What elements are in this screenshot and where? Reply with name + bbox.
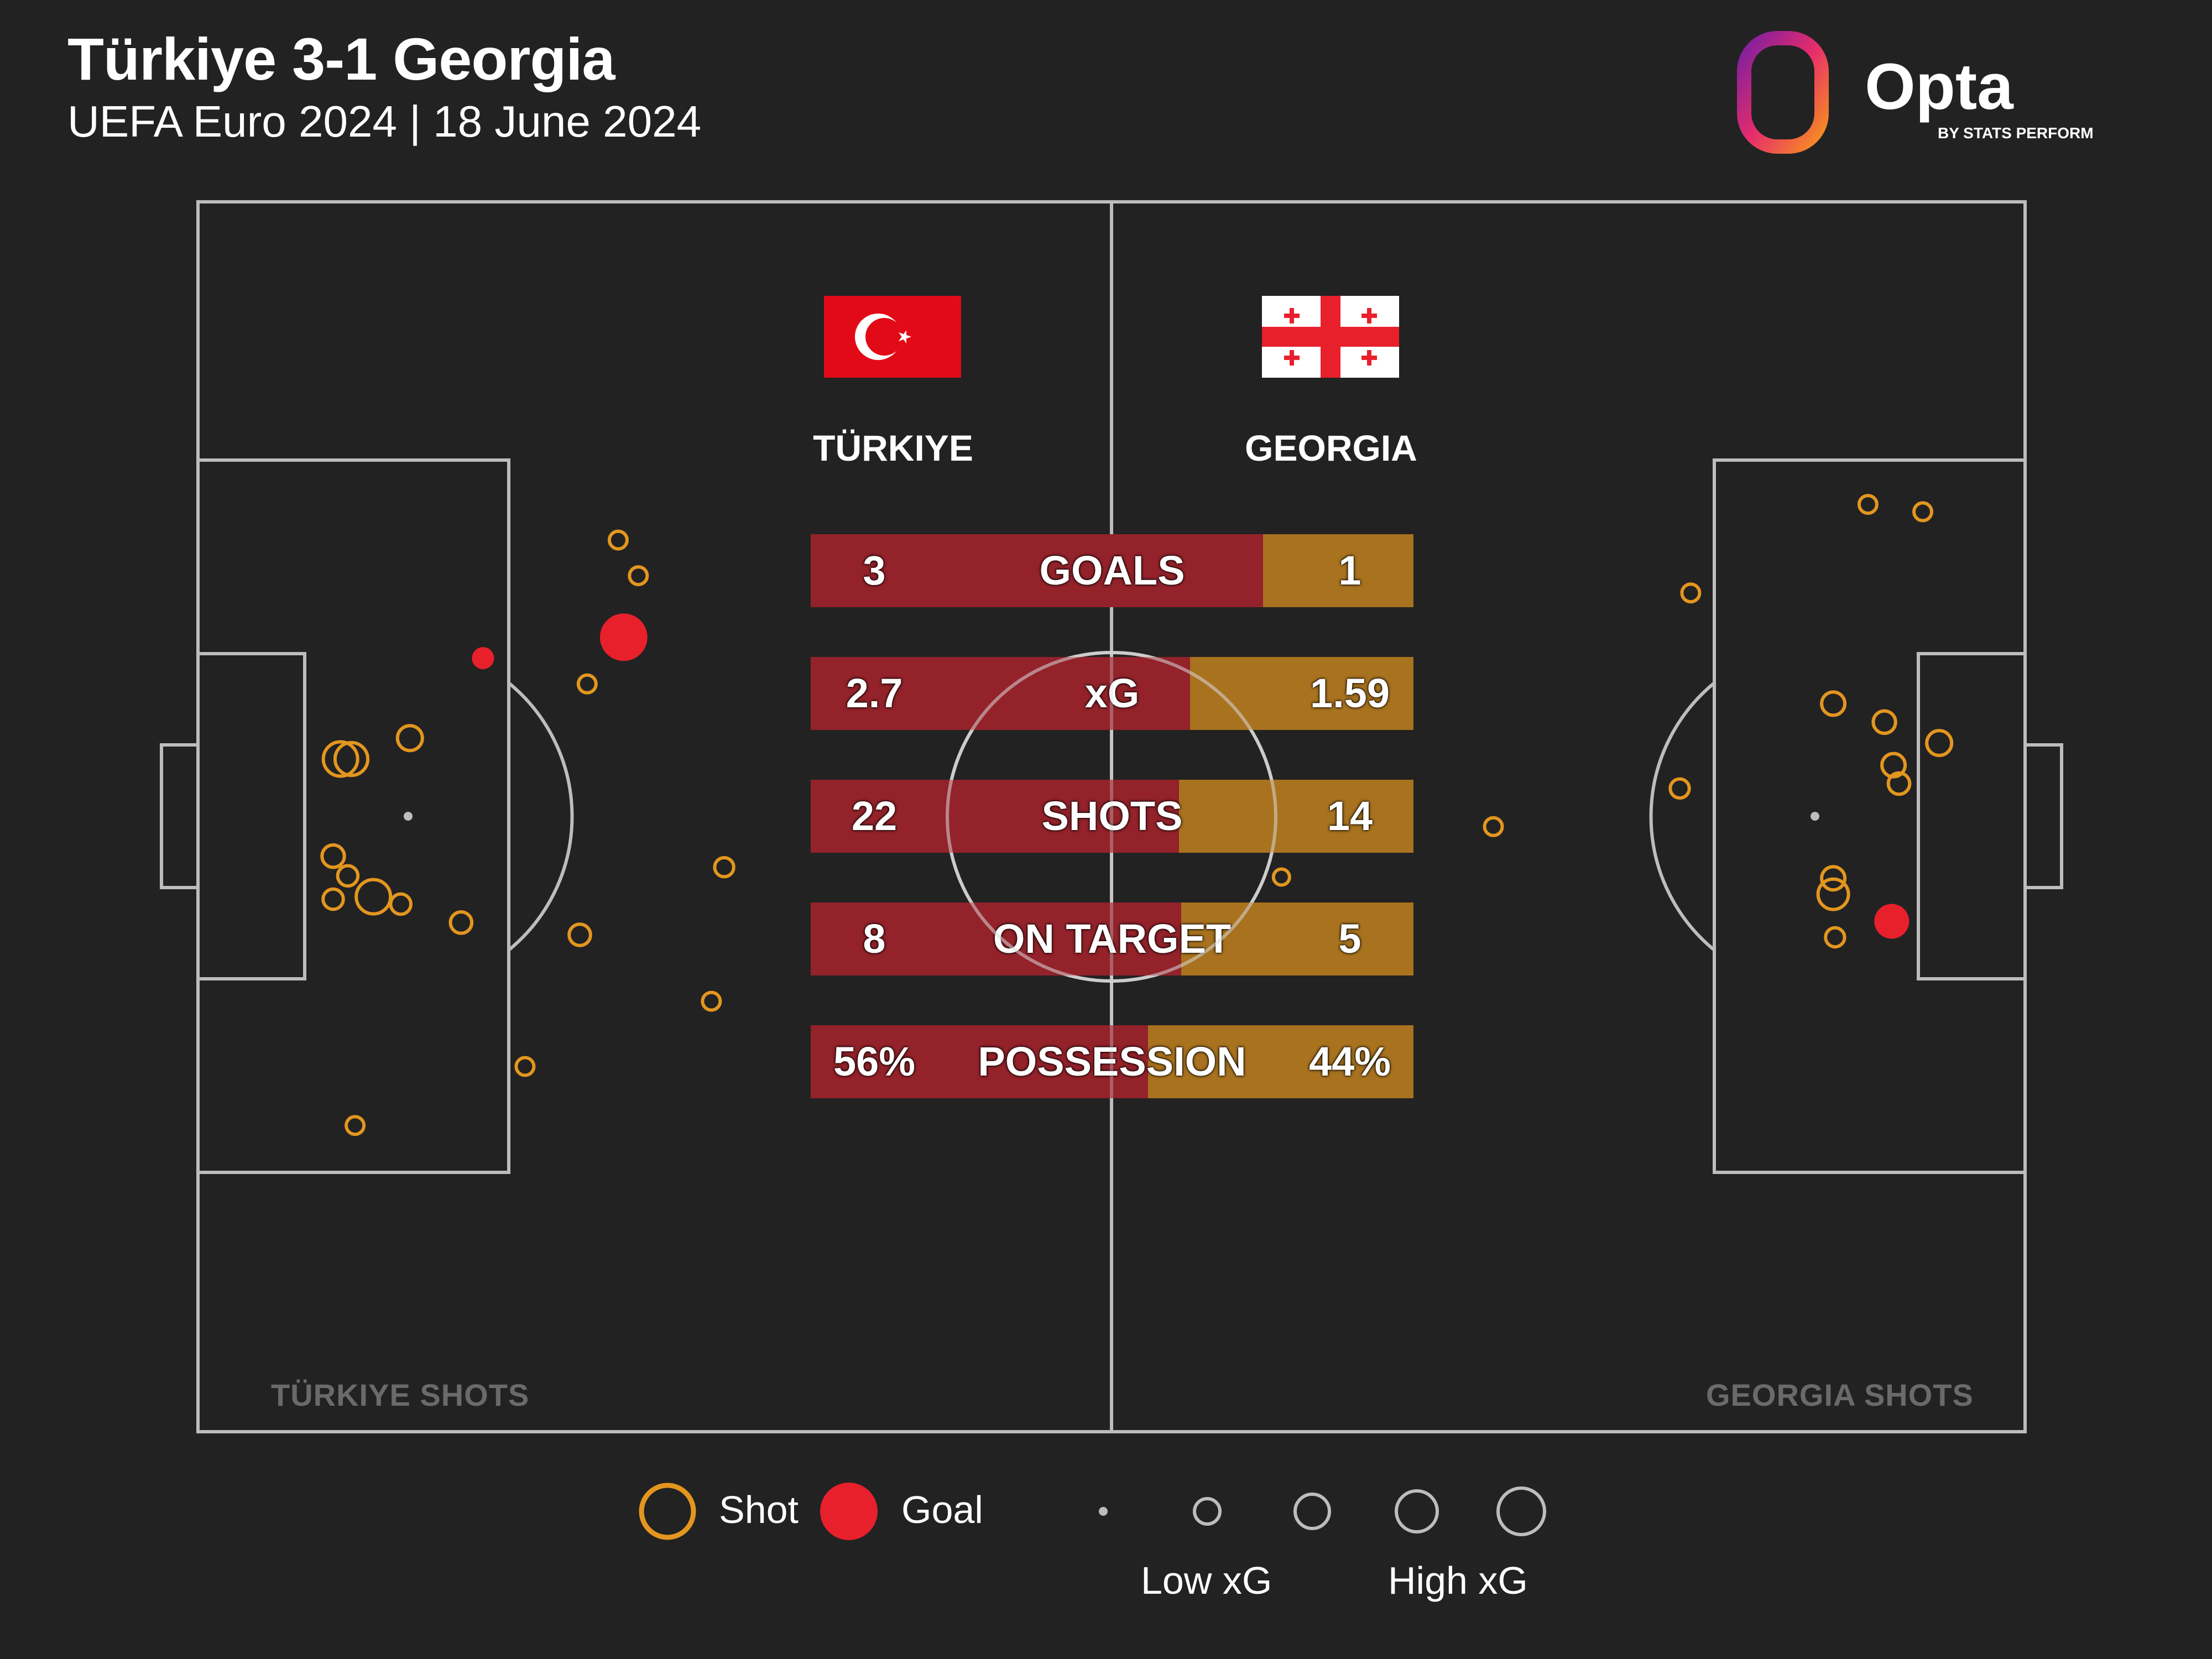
opta-tagline: BY STATS PERFORM — [1938, 124, 2094, 142]
legend-size-1-icon — [1099, 1507, 1108, 1516]
away-shot-marker — [1871, 709, 1897, 735]
home-shot-marker — [701, 990, 722, 1012]
away-team-name: GEORGIA — [1245, 427, 1417, 468]
stat-label: SHOTS — [1041, 793, 1183, 839]
stat-label: xG — [1084, 670, 1140, 716]
away-value: 44% — [1308, 1039, 1391, 1084]
away-shot-marker — [1925, 729, 1954, 758]
away-shot-marker — [1912, 501, 1933, 523]
stat-row-shots: 22 SHOTS 14 — [811, 780, 1413, 853]
away-shot-marker — [1820, 690, 1847, 717]
home-team-name: TÜRKIYE — [813, 427, 973, 468]
home-shot-marker — [321, 740, 359, 778]
right-penalty-spot — [1811, 812, 1819, 821]
away-bar — [1263, 534, 1413, 607]
away-shot-marker — [1886, 771, 1912, 796]
right-goal — [2023, 743, 2063, 889]
away-value: 1.59 — [1310, 670, 1390, 716]
left-penalty-arc — [508, 681, 574, 952]
home-shot-marker — [713, 856, 735, 879]
away-shot-marker — [1820, 865, 1847, 892]
stat-row-on-target: 8 ON TARGET 5 — [811, 902, 1413, 975]
legend-goal-icon — [820, 1483, 878, 1540]
legend — [639, 1483, 1546, 1540]
away-shots-caption: GEORGIA SHOTS — [1706, 1378, 1974, 1412]
home-goal-marker — [472, 647, 494, 670]
home-shots-caption: TÜRKIYE SHOTS — [271, 1378, 530, 1412]
legend-size-4-icon — [1395, 1489, 1439, 1533]
legend-size-3-icon — [1293, 1493, 1331, 1530]
away-bar — [1148, 1025, 1413, 1098]
home-shot-marker — [336, 864, 360, 888]
home-shot-marker — [345, 1115, 366, 1136]
home-value: 8 — [863, 916, 886, 962]
away-goal-marker — [1874, 904, 1910, 939]
legend-size-5-icon — [1496, 1486, 1546, 1536]
legend-size-2-icon — [1193, 1497, 1222, 1526]
away-shot-marker — [1824, 926, 1846, 949]
home-goal-marker — [599, 613, 648, 661]
stat-row-xg: 2.7 xG 1.59 — [811, 657, 1413, 730]
shots-layer — [320, 494, 1954, 1136]
opta-wordmark: Opta — [1865, 50, 2014, 123]
right-penalty-arc — [1649, 681, 1715, 952]
home-shot-marker — [320, 843, 346, 869]
stat-row-goals: 3 GOALS 1 — [811, 534, 1413, 607]
home-shot-marker — [607, 529, 629, 551]
legend-shot-label: Shot — [719, 1488, 799, 1531]
away-value: 1 — [1338, 547, 1361, 593]
stat-row-possession: 56% POSSESSION 44% — [811, 1025, 1413, 1098]
left-goal — [160, 743, 200, 889]
page-subtitle: UEFA Euro 2024 | 18 June 2024 — [67, 97, 702, 146]
turkey-flag — [824, 296, 961, 378]
home-shot-marker — [333, 740, 370, 778]
away-shot-marker — [1857, 494, 1879, 515]
legend-high-xg-label: High xG — [1388, 1559, 1528, 1602]
home-shot-marker — [448, 910, 474, 935]
opta-mark-icon — [1737, 31, 1829, 154]
home-shot-marker — [321, 887, 345, 911]
away-shot-marker — [1680, 582, 1702, 604]
home-shot-marker — [354, 878, 393, 916]
page-title: Türkiye 3-1 Georgia — [67, 25, 615, 92]
home-shot-marker — [389, 892, 413, 916]
left-penalty-spot — [404, 812, 413, 821]
home-value: 22 — [851, 793, 898, 839]
opta-logo: Opta BY STATS PERFORM — [1737, 31, 2094, 154]
home-shot-marker — [576, 673, 598, 695]
away-shot-marker — [1668, 777, 1691, 800]
legend-goal-label: Goal — [901, 1488, 983, 1531]
home-shot-marker — [567, 922, 592, 947]
away-value: 5 — [1338, 916, 1361, 962]
legend-low-xg-label: Low xG — [1141, 1559, 1272, 1602]
away-shot-marker — [1483, 816, 1504, 837]
home-value: 56% — [833, 1039, 916, 1084]
stat-label: GOALS — [1039, 547, 1185, 593]
away-shot-marker — [1880, 752, 1907, 779]
stat-label: ON TARGET — [993, 916, 1232, 962]
home-shot-marker — [628, 565, 649, 587]
georgia-flag — [1262, 296, 1399, 378]
home-value: 2.7 — [846, 670, 903, 716]
away-value: 14 — [1327, 793, 1373, 839]
home-shot-marker — [514, 1056, 536, 1077]
away-shot-marker — [1816, 877, 1850, 911]
home-value: 3 — [863, 547, 886, 593]
legend-shot-icon — [639, 1483, 696, 1540]
home-shot-marker — [395, 724, 424, 753]
home-bar — [811, 534, 1263, 607]
stat-label: POSSESSION — [978, 1039, 1246, 1084]
home-bar — [811, 1025, 1148, 1098]
